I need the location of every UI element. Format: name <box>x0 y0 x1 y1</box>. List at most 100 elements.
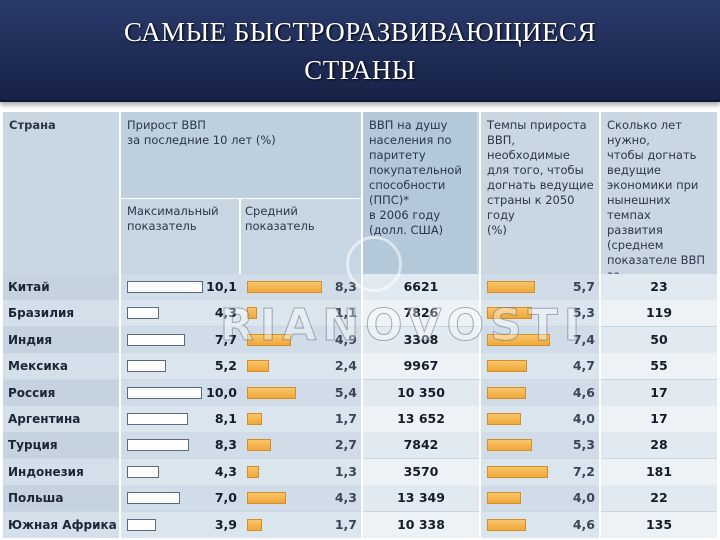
cell-bg <box>601 511 717 538</box>
avg-value: 4,9 <box>334 331 357 347</box>
avg-bar <box>247 360 269 373</box>
avg-value: 1,1 <box>334 305 357 321</box>
country-label: Индия <box>8 332 53 347</box>
needed-bar <box>487 281 536 293</box>
years-value: 17 <box>650 384 668 400</box>
years-value: 55 <box>650 358 668 374</box>
years-value: 50 <box>650 331 668 347</box>
max-bar <box>127 360 166 373</box>
max-value: 8,1 <box>214 411 237 426</box>
col-divider <box>599 112 601 538</box>
cell-bg <box>363 432 479 459</box>
cell-bg <box>3 353 119 380</box>
needed-value: 5,3 <box>572 305 595 321</box>
cell-bg <box>363 353 479 380</box>
max-value: 4,3 <box>214 305 237 321</box>
cell-bg <box>3 406 119 432</box>
gdp-per-capita-value: 3570 <box>403 463 439 479</box>
needed-value: 4,6 <box>572 516 595 532</box>
gdp-per-capita-value: 10 350 <box>397 384 445 400</box>
needed-bar <box>487 386 527 399</box>
years-value: 135 <box>645 516 673 532</box>
country-label: Россия <box>8 385 56 400</box>
avg-bar <box>247 465 259 478</box>
max-bar <box>127 386 202 399</box>
years-value: 22 <box>650 490 668 506</box>
avg-bar <box>247 492 286 505</box>
cell-bg <box>601 353 717 380</box>
data-table: Страна Прирост ВВП за последние 10 лет (… <box>3 112 717 538</box>
country-label: Турция <box>8 438 58 453</box>
cell-bg <box>3 432 119 459</box>
gdp-per-capita-value: 7842 <box>403 437 439 453</box>
avg-value: 2,7 <box>334 437 357 453</box>
avg-bar <box>247 413 263 425</box>
header-country: Страна <box>9 118 56 132</box>
needed-value: 4,0 <box>572 411 595 426</box>
needed-bar <box>487 518 527 531</box>
cell-bg <box>3 274 119 300</box>
avg-bar <box>247 386 296 399</box>
needed-bar <box>487 413 521 425</box>
max-value: 7,7 <box>214 331 237 347</box>
cell-bg <box>121 300 361 327</box>
header-gdp-growth: Прирост ВВП за последние 10 лет (%) <box>127 118 276 147</box>
max-value: 4,3 <box>214 463 237 479</box>
table-row: Индия 7,7 4,9 3308 7,4 50 <box>3 326 717 353</box>
years-value: 28 <box>650 437 668 453</box>
max-bar <box>127 518 157 531</box>
max-value: 10,1 <box>206 279 237 294</box>
avg-bar <box>247 439 272 452</box>
needed-value: 5,3 <box>572 437 595 453</box>
avg-bar <box>247 333 292 346</box>
needed-bar <box>487 492 521 505</box>
avg-value: 1,7 <box>334 411 357 426</box>
max-value: 8,3 <box>214 437 237 453</box>
table-row: Турция 8,3 2,7 7842 5,3 28 <box>3 432 717 459</box>
max-bar <box>127 465 160 478</box>
cell-bg <box>121 458 361 485</box>
needed-bar <box>487 307 533 320</box>
needed-value: 5,7 <box>572 279 595 294</box>
max-bar <box>127 439 190 452</box>
cell-bg <box>601 458 717 485</box>
needed-value: 4,6 <box>572 384 595 400</box>
avg-bar <box>247 281 322 293</box>
header-years: Сколько лет нужно, чтобы догнать ведущие… <box>607 118 705 274</box>
cell-bg <box>601 432 717 459</box>
cell-bg <box>363 406 479 432</box>
years-value: 181 <box>645 463 673 479</box>
cell-bg <box>363 511 479 538</box>
needed-bar <box>487 439 533 452</box>
header-gdp-bg <box>363 112 477 274</box>
max-bar <box>127 413 188 425</box>
country-label: Южная Африка <box>8 517 117 532</box>
country-label: Аргентина <box>8 412 81 426</box>
table-row: Китай 10,1 8,3 6621 5,7 23 <box>3 274 717 300</box>
cell-bg <box>121 511 361 538</box>
needed-value: 4,0 <box>572 490 595 506</box>
page-title-line2: СТРАНЫ <box>304 55 416 85</box>
table-row: Южная Африка 3,9 1,7 10 338 4,6 135 <box>3 511 717 538</box>
needed-value: 4,7 <box>572 358 595 374</box>
country-label: Мексика <box>8 359 68 374</box>
cell-bg <box>363 300 479 327</box>
col-divider <box>119 112 121 538</box>
header-needed-rate: Темпы прироста ВВП, необходимые для того… <box>487 118 594 237</box>
gdp-per-capita-value: 10 338 <box>397 516 445 532</box>
header-gdp-per-capita: ВВП на душу населения по паритету покупа… <box>369 118 462 237</box>
cell-bg <box>3 458 119 485</box>
gdp-per-capita-value: 13 349 <box>397 490 445 506</box>
cell-bg <box>3 485 119 512</box>
years-value: 119 <box>645 305 673 321</box>
cell-bg <box>363 458 479 485</box>
table-row: Бразилия 4,3 1,1 7826 5,3 119 <box>3 300 717 327</box>
gdp-per-capita-value: 6621 <box>403 279 439 294</box>
country-label: Китай <box>8 280 50 294</box>
cell-bg <box>601 326 717 353</box>
cell-bg <box>601 300 717 327</box>
cell-bg <box>601 379 717 406</box>
col-divider <box>361 112 363 538</box>
table-row: Аргентина 8,1 1,7 13 652 4,0 17 <box>3 406 717 432</box>
max-bar <box>127 333 185 346</box>
